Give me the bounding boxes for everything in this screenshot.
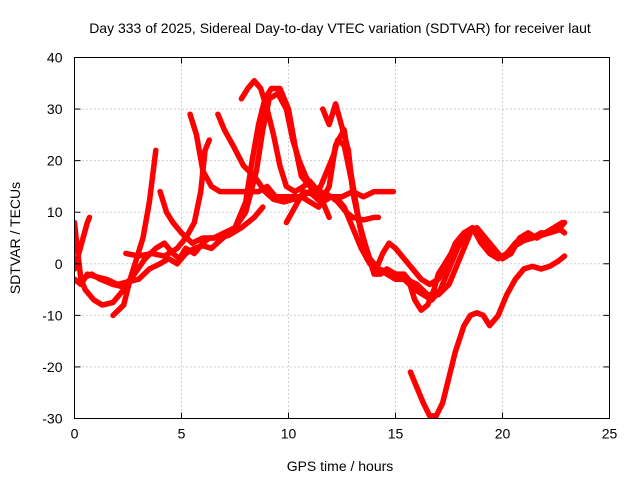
series-line-arc-10: [238, 77, 332, 221]
y-tick-label: 10: [47, 204, 63, 220]
series-line-arc-5: [110, 147, 159, 319]
axis-ticks: 0 5 10 15 20 25 -30 -20 -10 0 10 20 30 40: [42, 50, 617, 442]
series-line-arc-2: [74, 214, 93, 272]
y-tick-label: -10: [42, 307, 62, 323]
series-line-arc-12: [319, 101, 568, 303]
series-line-arc-13: [405, 250, 454, 313]
x-tick-label: 10: [281, 426, 297, 442]
y-tick-label: -20: [42, 359, 62, 375]
x-axis-title: GPS time / hours: [287, 458, 394, 474]
x-tick-label: 25: [602, 426, 618, 442]
y-axis-title: SDTVAR / TECUs: [7, 182, 23, 294]
x-tick-label: 20: [495, 426, 511, 442]
chart-title: Day 333 of 2025, Sidereal Day-to-day VTE…: [89, 20, 591, 36]
x-tick-label: 15: [388, 426, 404, 442]
series-line-arc-11: [283, 126, 568, 288]
plot-frame: [74, 57, 610, 419]
y-tick-label: 0: [55, 256, 63, 272]
y-tick-label: 30: [47, 101, 63, 117]
series-line-arc-4: [78, 271, 133, 290]
series-line-arc-14: [407, 253, 568, 419]
x-tick-label: 0: [71, 426, 79, 442]
x-tick-label: 5: [178, 426, 186, 442]
series-group: [74, 77, 568, 419]
y-tick-label: 40: [47, 50, 63, 66]
y-tick-label: -30: [42, 411, 62, 427]
y-tick-label: 20: [47, 153, 63, 169]
